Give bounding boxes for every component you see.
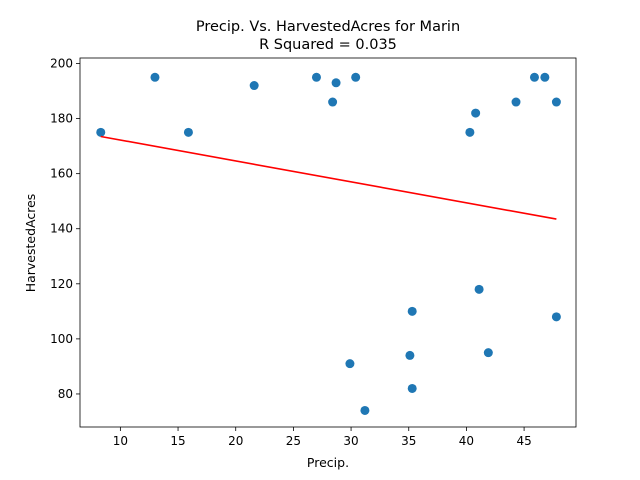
data-point: [183, 127, 193, 137]
axis-ticks: 10 15 20 25 30 35 40 45 80 100 120 140 160 180 200: [50, 57, 532, 448]
data-point: [345, 359, 355, 369]
y-tick-label: 80: [58, 387, 73, 401]
data-point: [96, 127, 106, 137]
y-tick-label: 140: [50, 222, 73, 236]
data-point: [551, 312, 561, 322]
x-axis-label: Precip.: [307, 455, 349, 470]
y-tick-label: 200: [50, 57, 73, 71]
data-point: [331, 78, 341, 88]
x-tick-label: 20: [228, 434, 243, 448]
y-tick-label: 120: [50, 277, 73, 291]
x-tick-label: 10: [113, 434, 128, 448]
data-point: [351, 72, 361, 82]
data-point: [311, 72, 321, 82]
y-tick-label: 160: [50, 167, 73, 181]
chart-title-line-2: R Squared = 0.035: [259, 37, 397, 53]
regression-line: [100, 135, 557, 220]
chart-title-line-1: Precip. Vs. HarvestedAcres for Marin: [196, 19, 460, 35]
plot-area: [96, 72, 561, 415]
data-point: [540, 72, 550, 82]
data-point: [471, 108, 481, 118]
y-tick-label: 100: [50, 332, 73, 346]
y-axis-label: HarvestedAcres: [23, 194, 38, 293]
data-point: [529, 72, 539, 82]
data-point: [407, 383, 417, 393]
x-tick-label: 40: [459, 434, 474, 448]
data-point: [405, 350, 415, 360]
x-tick-label: 30: [343, 434, 358, 448]
plot-frame: [79, 57, 577, 428]
data-point: [150, 72, 160, 82]
x-tick-label: 35: [401, 434, 416, 448]
data-point: [465, 127, 475, 137]
data-point: [328, 97, 338, 107]
data-point: [407, 306, 417, 316]
x-tick-label: 45: [516, 434, 531, 448]
x-tick-label: 25: [286, 434, 301, 448]
data-point: [249, 81, 259, 91]
data-point: [360, 405, 370, 415]
y-tick-label: 180: [50, 112, 73, 126]
data-point: [551, 97, 561, 107]
data-point: [511, 97, 521, 107]
x-tick-label: 15: [170, 434, 185, 448]
data-point: [483, 348, 493, 358]
data-point: [474, 284, 484, 294]
